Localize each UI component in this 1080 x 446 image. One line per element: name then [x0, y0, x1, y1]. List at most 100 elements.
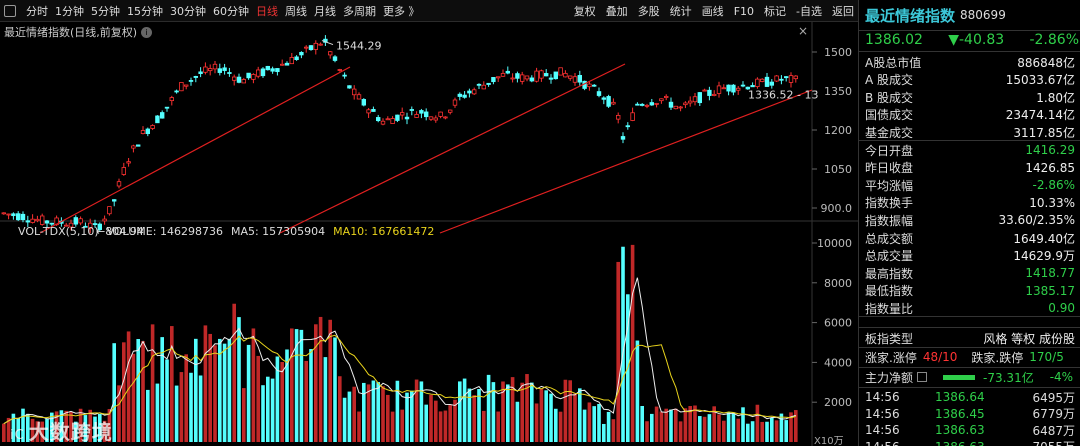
candle-body [668, 101, 674, 108]
candle-body [544, 73, 549, 77]
period-tab-6[interactable]: 日线 [256, 5, 278, 18]
tool-button-5[interactable]: F10 [733, 4, 755, 18]
period-tab-3[interactable]: 15分钟 [127, 5, 163, 18]
period-tab-7[interactable]: 周线 [285, 5, 307, 18]
volume-bar [486, 374, 491, 442]
expand-icon[interactable] [917, 372, 928, 382]
candle-body [659, 98, 664, 102]
candle-body [15, 213, 21, 221]
volume-bar [568, 380, 572, 442]
period-tab-5[interactable]: 60分钟 [213, 5, 249, 18]
volume-bar [789, 412, 793, 442]
volume-bar [472, 395, 476, 442]
tool-button-7[interactable]: -自选 [796, 5, 822, 18]
stat-label: 总成交量 [865, 249, 914, 264]
advance-label: 涨家.涨停 [865, 350, 917, 365]
volume-axis-label: 4000 [824, 356, 852, 369]
volume-bar [261, 385, 265, 442]
stat-value: 0.90 [1048, 301, 1075, 316]
period-tab-2[interactable]: 5分钟 [91, 5, 120, 18]
stat-label: 总成交额 [865, 231, 914, 246]
candle-body [678, 106, 683, 109]
candle-body [159, 112, 165, 119]
candle-body [481, 84, 486, 90]
volume-bar [117, 385, 121, 442]
tool-button-1[interactable]: 叠加 [605, 5, 628, 18]
period-tab-4[interactable]: 30分钟 [170, 5, 206, 18]
tick-row: 14:56 1386.45 6779万 [865, 406, 1075, 422]
period-tab-1[interactable]: 1分钟 [55, 5, 84, 18]
volume-bar [83, 415, 88, 442]
close-icon[interactable]: × [798, 24, 809, 38]
main-flow-row: 主力净额 -73.31亿 -4% [865, 368, 1079, 386]
volume-bar [578, 388, 582, 442]
stat-row: 今日开盘 1416.29 [865, 141, 1075, 159]
tool-button-2[interactable]: 多股 [637, 5, 660, 18]
candle-body [697, 92, 702, 104]
period-tab-9[interactable]: 多周期 [343, 5, 376, 18]
candle-body [275, 68, 280, 73]
volume-bar [467, 388, 472, 442]
candle-body [97, 223, 102, 230]
stat-value: 15033.67亿 [1005, 73, 1075, 88]
candle-body [135, 144, 141, 147]
volume-bar [659, 411, 664, 442]
chart-canvas[interactable]: 1500 1350 1200 1050 900.0 10000 8000 6000 4000 20… [0, 22, 858, 446]
candle-body [563, 72, 568, 78]
stat-row: 平均涨幅 -2.86% [865, 176, 1075, 194]
candle-body [750, 85, 755, 88]
candle-body [692, 96, 698, 103]
period-tab-0[interactable]: 分时 [26, 5, 48, 18]
volume-bar [314, 324, 318, 442]
tool-button-3[interactable]: 统计 [669, 5, 692, 18]
candle-body [755, 78, 760, 88]
stat-label: 平均涨幅 [865, 178, 914, 193]
volume-bar [2, 423, 6, 442]
ma10-line [3, 334, 796, 425]
volume-bar [664, 408, 668, 442]
candle-body [486, 82, 491, 85]
grid-menu-icon[interactable] [4, 5, 16, 17]
tool-button-6[interactable]: 标记 [764, 5, 787, 18]
candle-body [140, 130, 146, 134]
volume-bar [30, 418, 35, 442]
volume-bar [366, 384, 371, 442]
volume-bar [11, 413, 16, 442]
volume-bar [717, 414, 721, 442]
tick-p: 1386.63 [935, 423, 985, 437]
volume-bar [203, 325, 208, 442]
candle-body [630, 112, 635, 121]
board-type-value[interactable]: 风格 等权 成份股 [983, 331, 1075, 346]
stat-row: 昨日收盘 1426.85 [865, 159, 1075, 177]
volume-bar [477, 389, 481, 442]
candle-body [174, 90, 179, 93]
candle-body [457, 93, 462, 97]
candle-body [452, 99, 458, 106]
volume-bar [386, 394, 390, 442]
tool-buttons: 复权 叠加 多股 统计 画线 F10 标记 -自选 返回 [564, 0, 854, 22]
candle-body [11, 213, 16, 217]
volume-bar [136, 339, 140, 442]
volume-bar [606, 411, 611, 442]
candle-body [414, 114, 419, 118]
price-axis-label: 1350 [824, 85, 852, 98]
info-icon[interactable]: i [141, 26, 153, 38]
candle-body [327, 51, 333, 56]
candle-body [203, 66, 208, 73]
volume-bar [256, 355, 260, 442]
tool-button-4[interactable]: 画线 [701, 5, 724, 18]
vol-indicator-name[interactable]: VOL-TDX(5,10) [18, 224, 99, 238]
main-flow-value: -73.31亿 [983, 370, 1034, 385]
volume-bar [126, 331, 131, 442]
period-tab-8[interactable]: 月线 [314, 5, 336, 18]
candle-body [164, 106, 170, 109]
period-tab-10[interactable]: 更多 》 [383, 5, 420, 18]
volume-bar [294, 329, 299, 442]
tool-button-8[interactable]: 返回 [832, 5, 854, 18]
tool-button-0[interactable]: 复权 [573, 5, 596, 18]
candle-body [601, 97, 606, 100]
volume-bar [371, 380, 376, 442]
price-axis-label: 1050 [824, 163, 852, 176]
candle-body [587, 83, 592, 88]
candle-body [44, 220, 50, 224]
